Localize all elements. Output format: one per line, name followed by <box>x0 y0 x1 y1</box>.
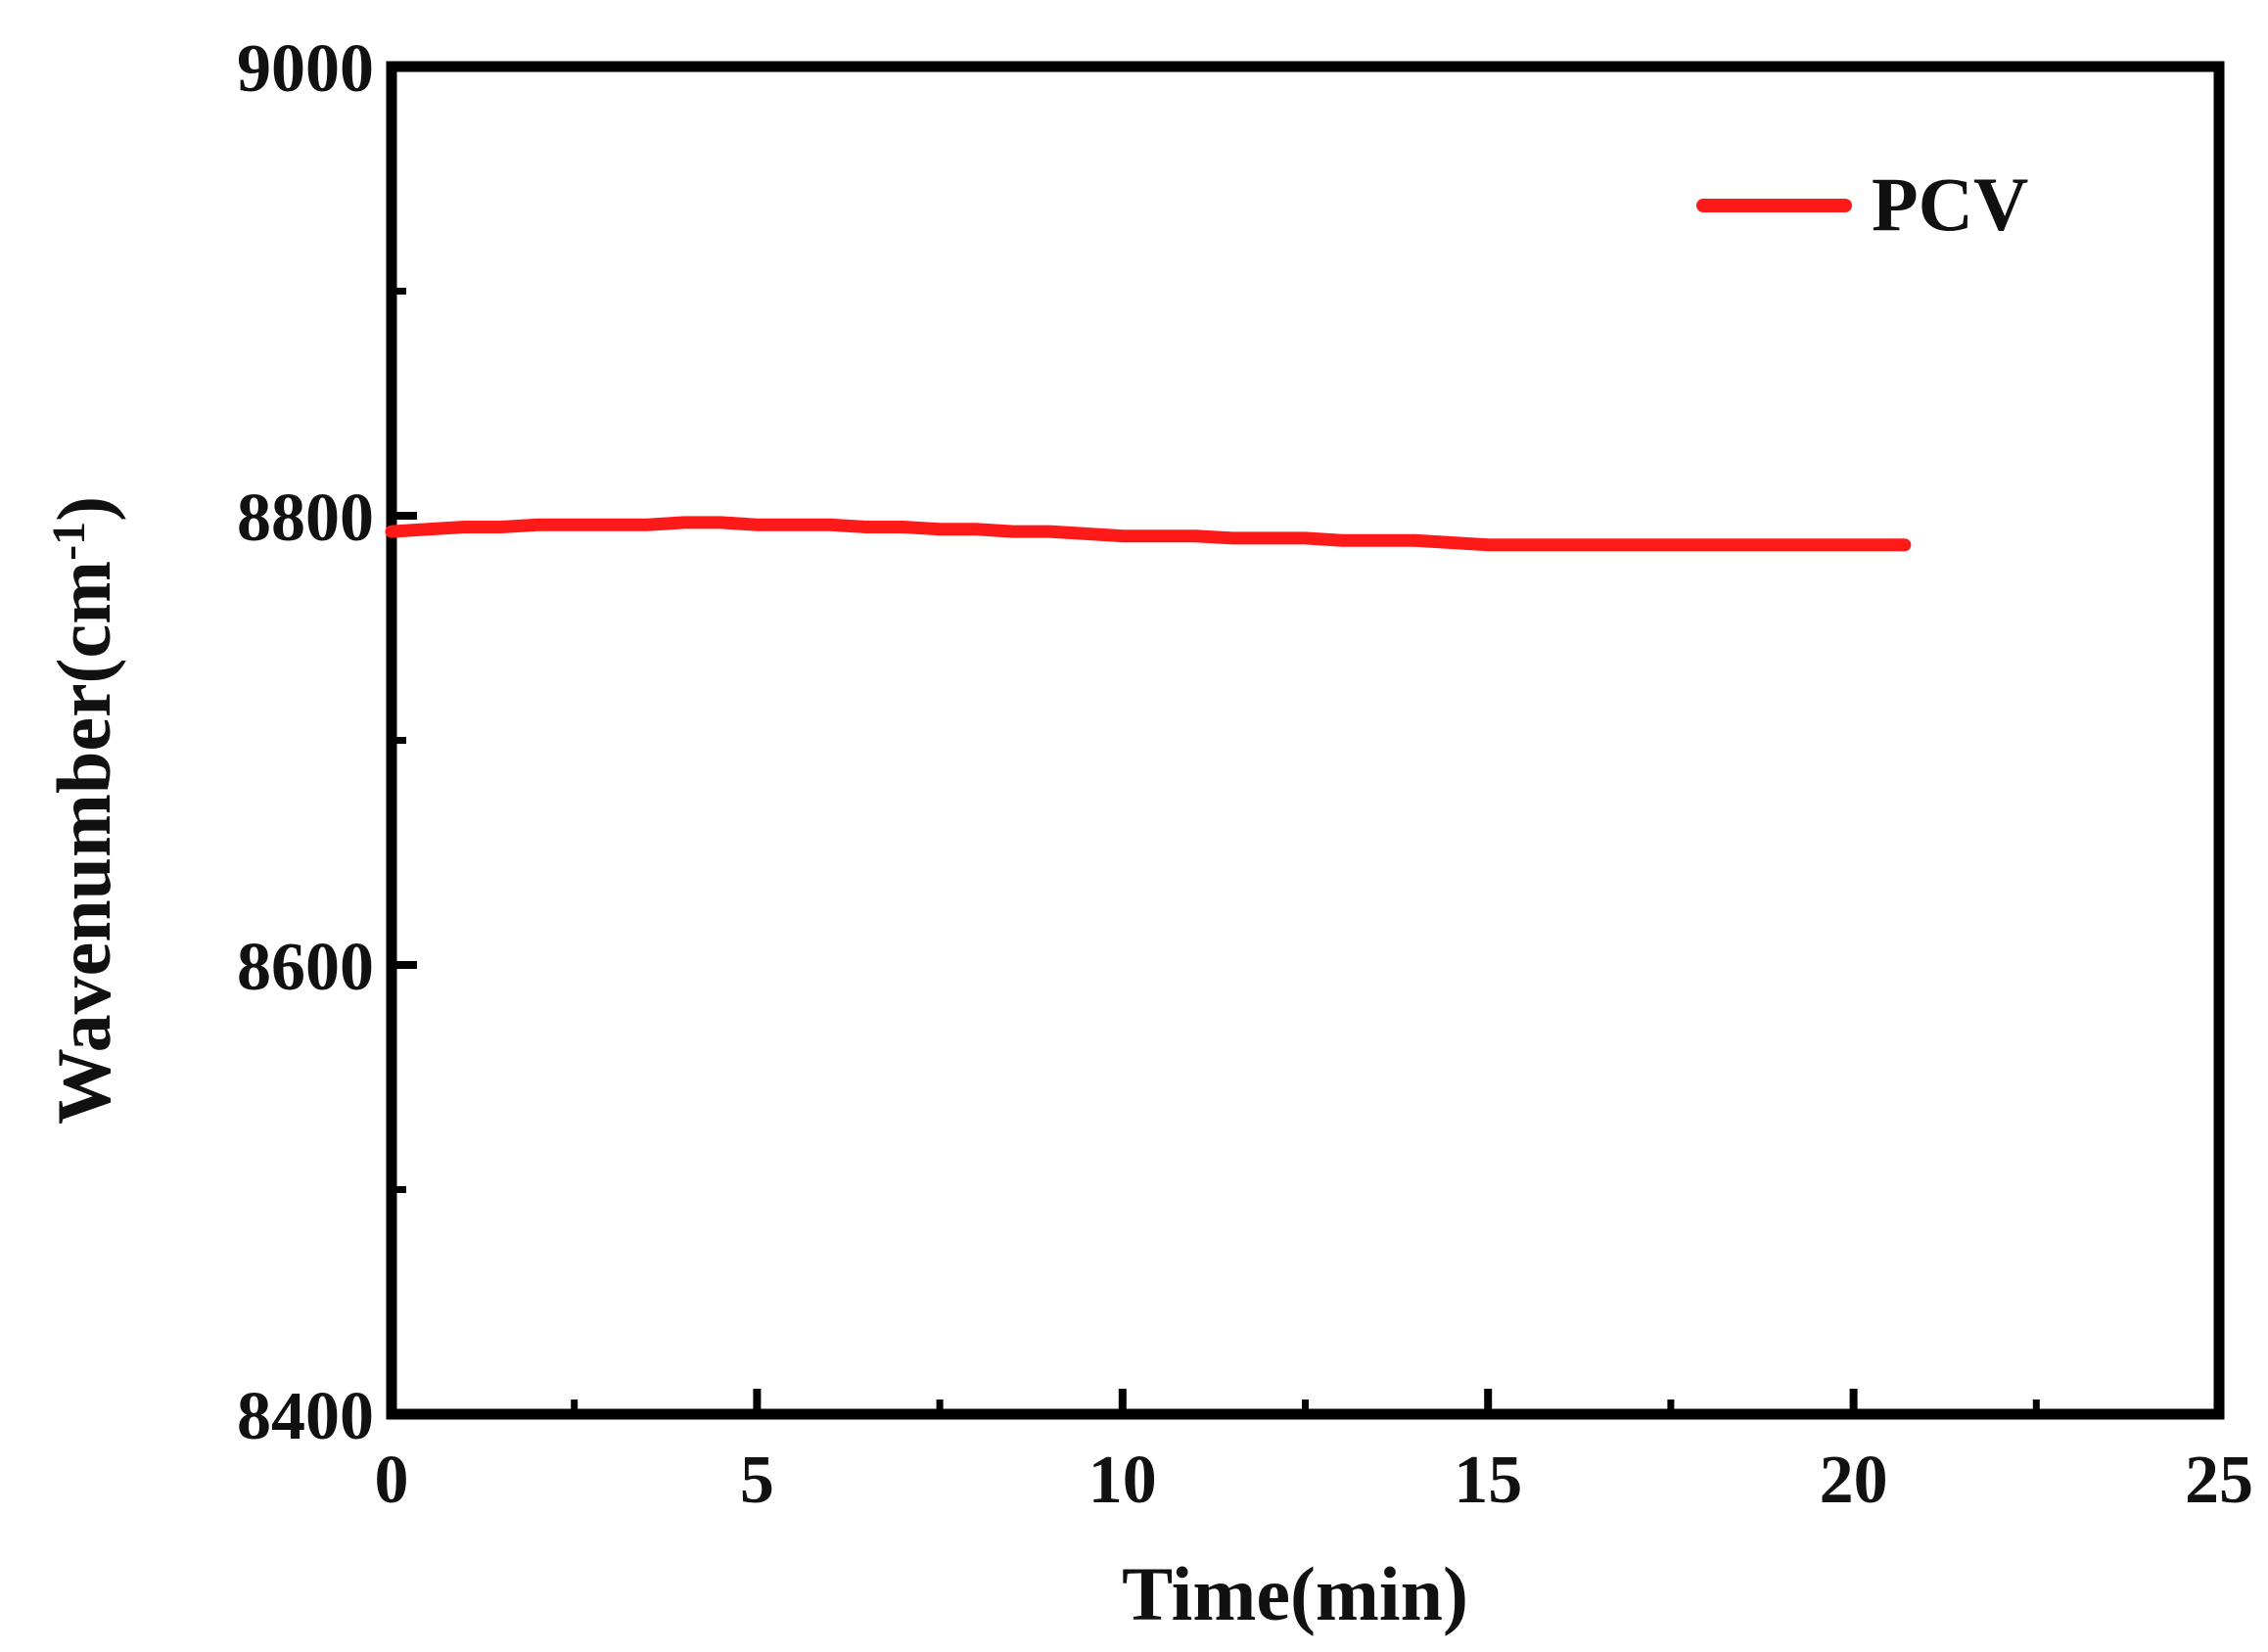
y-axis-title-close: ) <box>41 496 126 522</box>
y-tick-label: 8400 <box>237 1379 374 1454</box>
y-axis-title: Wavenumber(cm-1) <box>41 496 126 1124</box>
x-tick-label: 15 <box>1454 1443 1522 1518</box>
y-axis-title-superscript: -1 <box>43 522 95 561</box>
x-tick-label: 25 <box>2185 1443 2253 1518</box>
x-axis-ticks: 0 5 10 15 20 25 <box>375 1389 2253 1518</box>
y-tick-label: 8600 <box>237 930 374 1005</box>
x-tick-label: 0 <box>375 1443 409 1518</box>
x-tick-label: 5 <box>740 1443 774 1518</box>
plot-frame <box>386 61 2225 1420</box>
x-axis-title: Time(min) <box>1122 1551 1468 1636</box>
x-tick-label: 10 <box>1088 1443 1157 1518</box>
series-layer <box>385 516 1912 552</box>
legend-label-pcv: PCV <box>1872 161 2028 247</box>
x-tick-label: 20 <box>1820 1443 1888 1518</box>
y-tick-label: 9000 <box>237 31 374 107</box>
legend: PCV <box>1696 161 2028 247</box>
plot-area <box>386 61 2225 1420</box>
y-axis-title-main: Wavenumber(cm <box>41 561 126 1124</box>
series-line-pcv <box>385 516 1912 552</box>
y-tick-label: 8800 <box>237 481 374 556</box>
y-axis-ticks: 8400 8600 8800 9000 <box>237 31 417 1454</box>
